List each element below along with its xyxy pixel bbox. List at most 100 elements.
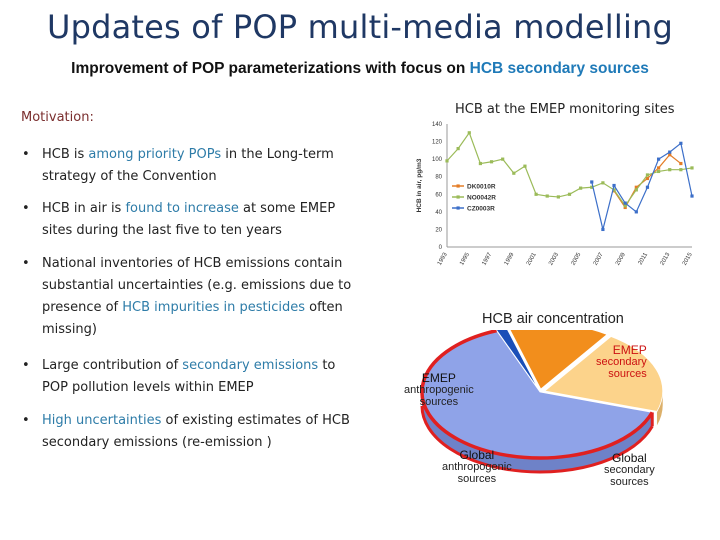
- data-point: [612, 183, 616, 188]
- data-point: [668, 150, 672, 154]
- pie-chart: [420, 330, 664, 474]
- bullet-text: Large contribution of secondary emission…: [42, 355, 362, 399]
- pie-label-line: EMEP: [421, 371, 456, 385]
- y-tick-label: 60: [435, 192, 442, 198]
- data-point: [679, 161, 683, 166]
- data-point: [645, 185, 650, 189]
- data-point: [601, 227, 605, 232]
- pie-label: Global anthropogenic sources: [442, 449, 512, 485]
- x-tick-label: 1997: [481, 251, 493, 266]
- bullet-text-part: in the Long-term strategy of the Convent…: [42, 147, 334, 184]
- slide-subtitle: Improvement of POP parameterizations wit…: [0, 60, 720, 78]
- legend-label: NO0042R: [467, 195, 496, 202]
- bullet-text-part: of existing estimates of HCB secondary e…: [42, 413, 350, 450]
- bullet-text: High uncertainties of existing estimates…: [42, 410, 362, 454]
- y-tick-label: 100: [432, 157, 443, 163]
- data-point: [489, 160, 494, 164]
- data-point: [534, 192, 538, 196]
- data-point: [579, 186, 583, 190]
- legend-marker: [456, 195, 460, 199]
- bullet-text-part: at some EMEP sites during the last five …: [42, 201, 336, 238]
- pie-label-line: anthropogenic: [442, 461, 512, 473]
- x-tick-label: 2015: [682, 251, 694, 266]
- y-tick-label: 80: [435, 175, 442, 181]
- bullet-highlight: HCB impurities in pesticides: [122, 300, 306, 315]
- data-point: [545, 194, 549, 198]
- pie-label-line: anthropogenic: [404, 384, 474, 396]
- data-point: [656, 166, 661, 170]
- emep-outline-bottom: [420, 405, 654, 474]
- data-point: [478, 161, 483, 166]
- x-tick-label: 2001: [526, 251, 538, 266]
- x-tick-label: 2013: [660, 251, 672, 266]
- data-point: [590, 185, 594, 189]
- data-point: [668, 153, 672, 157]
- data-point: [690, 166, 694, 170]
- bullet-text: HCB in air is found to increase at some …: [42, 198, 362, 242]
- line-chart-title: HCB at the EMEP monitoring sites: [455, 102, 675, 117]
- pie-label-line: sources: [608, 368, 647, 380]
- series-line-DK0010R: [613, 153, 682, 209]
- data-point: [623, 205, 627, 210]
- data-point: [623, 204, 627, 208]
- data-point: [690, 194, 694, 198]
- data-point: [645, 173, 650, 177]
- bullet-text-part: National inventories of HCB emissions co…: [42, 256, 352, 315]
- line-chart: 0 20 40 60 80 100 120 140 1993 1995 1997 1999 2001 20…: [416, 122, 694, 267]
- y-tick-label: 40: [435, 210, 442, 216]
- bullet-item: • National inventories of HCB emissions …: [22, 253, 362, 341]
- data-point: [634, 188, 638, 192]
- pie-chart-title: HCB air concentration: [482, 311, 624, 327]
- bullet-text-part: often missing): [42, 300, 343, 337]
- pie-label: Global secondary sources: [604, 452, 655, 488]
- bullet-item: • HCB is among priority POPs in the Long…: [22, 144, 362, 188]
- data-point: [668, 168, 672, 172]
- x-tick-label: 1995: [459, 251, 471, 266]
- x-tick-label: 1999: [504, 251, 516, 266]
- emep-outline-arc: [420, 330, 654, 460]
- pie-label-line: sources: [457, 473, 497, 485]
- bullet-text-part: to POP pollution levels within EMEP: [42, 358, 336, 395]
- data-point: [623, 201, 627, 205]
- bullet-text: National inventories of HCB emissions co…: [42, 253, 362, 341]
- bullet-item: • High uncertainties of existing estimat…: [22, 410, 362, 454]
- slide-title: Updates of POP multi-media modelling: [46, 8, 674, 46]
- x-tick-label: 2003: [548, 251, 560, 266]
- bullet-dot: •: [22, 413, 30, 428]
- data-point: [567, 192, 572, 196]
- data-point: [501, 157, 505, 161]
- data-point: [523, 164, 527, 168]
- pie-label-line: sources: [610, 476, 649, 488]
- data-point: [445, 159, 449, 163]
- bullet-item: • HCB in air is found to increase at som…: [22, 198, 362, 242]
- pie-slice-global-secondary-sources: [543, 335, 664, 412]
- data-point: [634, 210, 638, 214]
- x-tick-label: 2009: [615, 251, 627, 266]
- pie-slice-global-anthropogenic-sources: [509, 330, 608, 390]
- data-point: [656, 157, 661, 161]
- data-point: [556, 195, 560, 199]
- bullet-dot: •: [22, 256, 30, 271]
- data-point: [679, 168, 683, 172]
- x-tick-label: 2007: [593, 251, 605, 266]
- data-point: [645, 176, 650, 181]
- x-tick-label: 2011: [638, 251, 650, 266]
- bullet-text: HCB is among priority POPs in the Long-t…: [42, 144, 362, 188]
- y-tick-label: 140: [432, 122, 443, 128]
- legend-marker: [456, 184, 460, 188]
- y-tick-label: 0: [439, 245, 443, 251]
- data-point: [612, 188, 616, 192]
- x-tick-label: 1993: [437, 251, 449, 266]
- bullet-dot: •: [22, 358, 30, 373]
- pie-label-line: EMEP: [612, 343, 647, 357]
- data-point: [512, 171, 516, 175]
- y-axis-label: HCB in air, pg/m3: [416, 158, 423, 212]
- pie-label-line: secondary: [604, 464, 655, 476]
- legend-label: DK0010R: [467, 184, 496, 191]
- bullet-dot: •: [22, 147, 30, 162]
- bullet-item: • Large contribution of secondary emissi…: [22, 355, 362, 399]
- pie-label-line: Global: [612, 451, 647, 465]
- subtitle-prefix: Improvement of POP parameterizations wit…: [71, 60, 470, 77]
- data-point: [456, 147, 460, 151]
- subtitle-highlight: HCB secondary sources: [469, 60, 649, 77]
